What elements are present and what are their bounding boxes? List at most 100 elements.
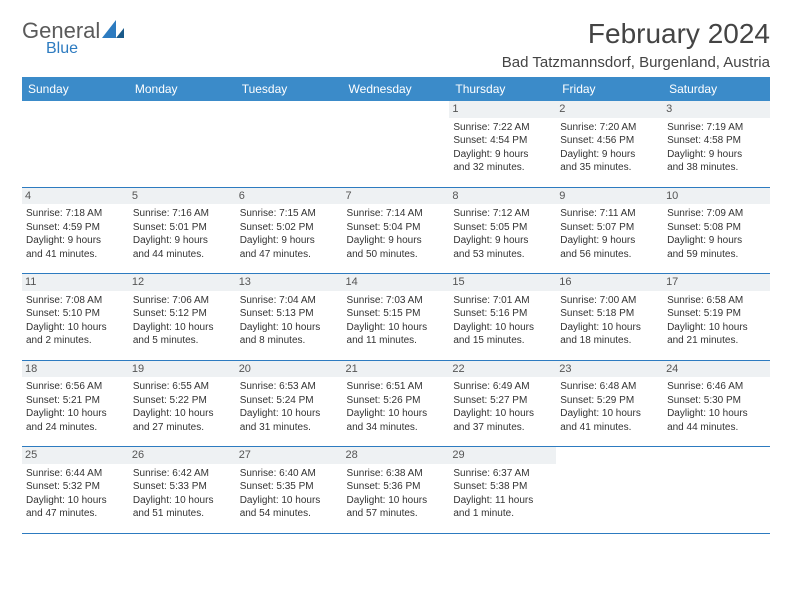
sunset-line: Sunset: 4:59 PM: [26, 221, 125, 235]
day-header: Friday: [556, 77, 663, 101]
sunset-line: Sunset: 5:19 PM: [667, 307, 766, 321]
daylight-line: and 34 minutes.: [347, 421, 446, 435]
calendar-week-row: 11Sunrise: 7:08 AMSunset: 5:10 PMDayligh…: [22, 274, 770, 360]
daylight-line: and 57 minutes.: [347, 507, 446, 521]
daylight-line: and 51 minutes.: [133, 507, 232, 521]
calendar-cell: 26Sunrise: 6:42 AMSunset: 5:33 PMDayligh…: [129, 447, 236, 533]
sunset-line: Sunset: 5:16 PM: [453, 307, 552, 321]
sunrise-line: Sunrise: 6:37 AM: [453, 467, 552, 481]
sunset-line: Sunset: 5:22 PM: [133, 394, 232, 408]
sunrise-line: Sunrise: 6:38 AM: [347, 467, 446, 481]
daylight-line: and 47 minutes.: [26, 507, 125, 521]
calendar-cell: 15Sunrise: 7:01 AMSunset: 5:16 PMDayligh…: [449, 274, 556, 360]
sunrise-line: Sunrise: 7:03 AM: [347, 294, 446, 308]
sunset-line: Sunset: 5:21 PM: [26, 394, 125, 408]
calendar-cell: 17Sunrise: 6:58 AMSunset: 5:19 PMDayligh…: [663, 274, 770, 360]
calendar-cell: 28Sunrise: 6:38 AMSunset: 5:36 PMDayligh…: [343, 447, 450, 533]
daylight-line: Daylight: 9 hours: [240, 234, 339, 248]
calendar-week-row: 18Sunrise: 6:56 AMSunset: 5:21 PMDayligh…: [22, 361, 770, 447]
day-number: 29: [449, 447, 556, 464]
daylight-line: and 32 minutes.: [453, 161, 552, 175]
daylight-line: and 5 minutes.: [133, 334, 232, 348]
calendar-cell: 18Sunrise: 6:56 AMSunset: 5:21 PMDayligh…: [22, 361, 129, 447]
day-number: 5: [129, 188, 236, 205]
day-number: 12: [129, 274, 236, 291]
sunset-line: Sunset: 5:04 PM: [347, 221, 446, 235]
daylight-line: Daylight: 10 hours: [26, 321, 125, 335]
sunset-line: Sunset: 5:27 PM: [453, 394, 552, 408]
daylight-line: Daylight: 10 hours: [347, 407, 446, 421]
calendar-cell: 4Sunrise: 7:18 AMSunset: 4:59 PMDaylight…: [22, 188, 129, 274]
daylight-line: and 21 minutes.: [667, 334, 766, 348]
sunset-line: Sunset: 5:24 PM: [240, 394, 339, 408]
daylight-line: Daylight: 10 hours: [240, 321, 339, 335]
daylight-line: and 37 minutes.: [453, 421, 552, 435]
month-title: February 2024: [502, 18, 770, 50]
sunset-line: Sunset: 5:18 PM: [560, 307, 659, 321]
sunrise-line: Sunrise: 6:49 AM: [453, 380, 552, 394]
location: Bad Tatzmannsdorf, Burgenland, Austria: [502, 54, 770, 71]
daylight-line: and 38 minutes.: [667, 161, 766, 175]
calendar-week-row: 1Sunrise: 7:22 AMSunset: 4:54 PMDaylight…: [22, 101, 770, 187]
sunrise-line: Sunrise: 7:09 AM: [667, 207, 766, 221]
day-number: 14: [343, 274, 450, 291]
title-block: February 2024 Bad Tatzmannsdorf, Burgenl…: [502, 18, 770, 71]
daylight-line: Daylight: 10 hours: [26, 407, 125, 421]
daylight-line: and 15 minutes.: [453, 334, 552, 348]
sunset-line: Sunset: 5:15 PM: [347, 307, 446, 321]
day-number: 1: [449, 101, 556, 118]
sunset-line: Sunset: 5:33 PM: [133, 480, 232, 494]
sunset-line: Sunset: 5:32 PM: [26, 480, 125, 494]
calendar-cell: 21Sunrise: 6:51 AMSunset: 5:26 PMDayligh…: [343, 361, 450, 447]
day-header: Wednesday: [343, 77, 450, 101]
day-header: Sunday: [22, 77, 129, 101]
calendar-cell: 1Sunrise: 7:22 AMSunset: 4:54 PMDaylight…: [449, 101, 556, 187]
calendar-cell: 9Sunrise: 7:11 AMSunset: 5:07 PMDaylight…: [556, 188, 663, 274]
daylight-line: and 44 minutes.: [667, 421, 766, 435]
day-number: 15: [449, 274, 556, 291]
daylight-line: Daylight: 11 hours: [453, 494, 552, 508]
day-number: 6: [236, 188, 343, 205]
calendar-cell: 29Sunrise: 6:37 AMSunset: 5:38 PMDayligh…: [449, 447, 556, 533]
sunrise-line: Sunrise: 7:01 AM: [453, 294, 552, 308]
daylight-line: and 41 minutes.: [26, 248, 125, 262]
sunrise-line: Sunrise: 7:16 AM: [133, 207, 232, 221]
daylight-line: Daylight: 9 hours: [453, 234, 552, 248]
day-header: Thursday: [449, 77, 556, 101]
daylight-line: and 31 minutes.: [240, 421, 339, 435]
week-separator: [22, 533, 770, 534]
day-number: 9: [556, 188, 663, 205]
sunrise-line: Sunrise: 6:46 AM: [667, 380, 766, 394]
sunset-line: Sunset: 4:54 PM: [453, 134, 552, 148]
sunset-line: Sunset: 5:12 PM: [133, 307, 232, 321]
day-number: 27: [236, 447, 343, 464]
daylight-line: Daylight: 10 hours: [240, 494, 339, 508]
calendar-cell: [236, 101, 343, 187]
sunset-line: Sunset: 5:29 PM: [560, 394, 659, 408]
day-number: 18: [22, 361, 129, 378]
header: General Blue February 2024 Bad Tatzmanns…: [22, 18, 770, 71]
sunrise-line: Sunrise: 7:18 AM: [26, 207, 125, 221]
daylight-line: and 2 minutes.: [26, 334, 125, 348]
day-number: 3: [663, 101, 770, 118]
day-number: 23: [556, 361, 663, 378]
sunrise-line: Sunrise: 7:11 AM: [560, 207, 659, 221]
sunset-line: Sunset: 5:35 PM: [240, 480, 339, 494]
calendar-table: Sunday Monday Tuesday Wednesday Thursday…: [22, 77, 770, 534]
sunrise-line: Sunrise: 7:15 AM: [240, 207, 339, 221]
sunset-line: Sunset: 5:10 PM: [26, 307, 125, 321]
calendar-cell: [343, 101, 450, 187]
sunrise-line: Sunrise: 7:06 AM: [133, 294, 232, 308]
sunrise-line: Sunrise: 7:08 AM: [26, 294, 125, 308]
daylight-line: and 44 minutes.: [133, 248, 232, 262]
calendar-cell: 3Sunrise: 7:19 AMSunset: 4:58 PMDaylight…: [663, 101, 770, 187]
sunrise-line: Sunrise: 7:04 AM: [240, 294, 339, 308]
daylight-line: and 54 minutes.: [240, 507, 339, 521]
calendar-week-row: 25Sunrise: 6:44 AMSunset: 5:32 PMDayligh…: [22, 447, 770, 533]
daylight-line: Daylight: 9 hours: [667, 148, 766, 162]
sunrise-line: Sunrise: 7:12 AM: [453, 207, 552, 221]
daylight-line: Daylight: 9 hours: [133, 234, 232, 248]
day-number: 19: [129, 361, 236, 378]
sunrise-line: Sunrise: 6:42 AM: [133, 467, 232, 481]
day-number: 13: [236, 274, 343, 291]
